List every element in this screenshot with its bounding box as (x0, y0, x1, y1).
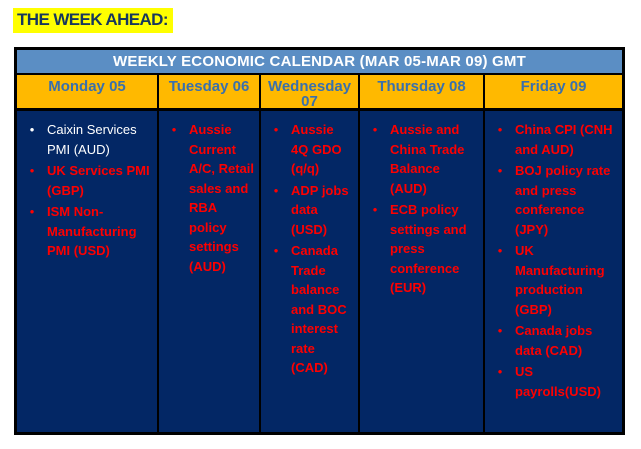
list-item: • US payrolls(USD) (485, 362, 618, 401)
event-text: Canada jobs data (CAD) (515, 323, 593, 358)
list-item: • Canada Trade balance and BOC interest … (261, 241, 354, 378)
event-text: UK Manufacturing production (GBP) (515, 243, 605, 317)
bullet-icon: • (273, 122, 279, 137)
list-item: • BOJ policy rate and press conference (… (485, 161, 618, 239)
bullet-icon: • (497, 323, 503, 338)
list-item: • Aussie 4Q GDO (q/q) (261, 120, 354, 179)
list-item: • Aussie and China Trade Balance (AUD) (360, 120, 479, 198)
event-text: ADP jobs data (USD) (291, 182, 349, 237)
day-header-tuesday: Tuesday 06 (159, 75, 259, 108)
day-column-thursday: • Aussie and China Trade Balance (AUD) •… (360, 111, 483, 432)
list-item: • ECB policy settings and press conferen… (360, 200, 479, 298)
event-text: Canada Trade balance and BOC interest ra… (291, 243, 347, 375)
bullet-icon: • (273, 182, 279, 198)
list-item: • Aussie Current A/C, Retail sales and R… (159, 120, 255, 276)
event-text: Aussie 4Q GDO (q/q) (291, 122, 342, 176)
event-text: Aussie Current A/C, Retail sales and RBA… (189, 122, 255, 274)
event-text: Caixin Services PMI (AUD) (47, 122, 137, 157)
day-header-friday: Friday 09 (485, 75, 622, 108)
bullet-icon: • (29, 122, 35, 137)
bullet-icon: • (29, 163, 35, 178)
calendar-body: • Caixin Services PMI (AUD) • UK Service… (17, 111, 622, 432)
bullet-icon: • (372, 202, 378, 217)
bullet-icon: • (372, 122, 378, 137)
list-item: • UK Services PMI (GBP) (17, 161, 153, 200)
list-item: • Canada jobs data (CAD) (485, 321, 618, 360)
day-column-wednesday: • Aussie 4Q GDO (q/q) • ADP jobs data (U… (261, 111, 358, 432)
day-header-row: Monday 05 Tuesday 06 Wednesday 07 Thursd… (17, 75, 622, 111)
calendar-table: WEEKLY ECONOMIC CALENDAR (MAR 05-MAR 09)… (14, 47, 625, 435)
event-text: BOJ policy rate and press conference (JP… (515, 163, 611, 237)
day-header-wednesday: Wednesday 07 (261, 75, 358, 109)
day-column-friday: • China CPI (CNH and AUD) • BOJ policy r… (485, 111, 622, 432)
day-header-monday: Monday 05 (17, 75, 157, 108)
list-item: • Caixin Services PMI (AUD) (17, 120, 153, 159)
bullet-icon: • (497, 243, 503, 258)
event-text: UK Services PMI (GBP) (47, 163, 150, 198)
list-item: • China CPI (CNH and AUD) (485, 120, 618, 159)
day-column-monday: • Caixin Services PMI (AUD) • UK Service… (17, 111, 157, 432)
event-text: Aussie and China Trade Balance (AUD) (390, 122, 465, 196)
list-item: • ADP jobs data (USD) (261, 181, 354, 240)
bullet-icon: • (497, 163, 503, 178)
event-text: ISM Non-Manufacturing PMI (USD) (47, 204, 137, 258)
bullet-icon: • (497, 364, 503, 379)
event-text: ECB policy settings and press conference… (390, 202, 467, 295)
bullet-icon: • (273, 243, 279, 258)
day-column-tuesday: • Aussie Current A/C, Retail sales and R… (159, 111, 259, 432)
bullet-icon: • (497, 122, 503, 137)
event-text: China CPI (CNH and AUD) (515, 122, 613, 157)
list-item: • ISM Non-Manufacturing PMI (USD) (17, 202, 153, 261)
list-item: • UK Manufacturing production (GBP) (485, 241, 618, 319)
event-text: US payrolls(USD) (515, 364, 601, 399)
page-title: THE WEEK AHEAD: (13, 8, 173, 33)
calendar-header: WEEKLY ECONOMIC CALENDAR (MAR 05-MAR 09)… (17, 50, 622, 75)
bullet-icon: • (29, 204, 35, 219)
day-header-thursday: Thursday 08 (360, 75, 483, 108)
bullet-icon: • (171, 122, 177, 137)
